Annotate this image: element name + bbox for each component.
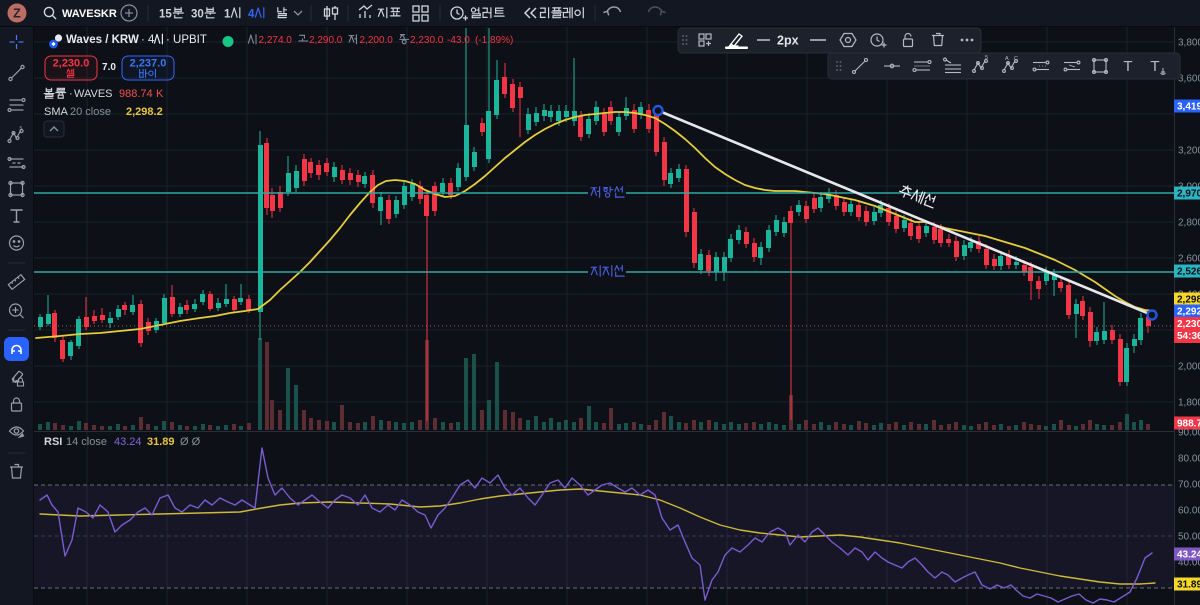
svg-text:50.00: 50.00 bbox=[1178, 532, 1200, 543]
svg-text:3,800: 3,800 bbox=[1178, 38, 1200, 49]
svg-text:K: K bbox=[156, 88, 164, 100]
svg-text:2,298: 2,298 bbox=[1177, 295, 1200, 306]
svg-text:2,000: 2,000 bbox=[1178, 362, 1200, 373]
svg-text:2,230.0: 2,230.0 bbox=[53, 58, 90, 70]
svg-text:Waves / KRW: Waves / KRW bbox=[66, 34, 139, 46]
svg-text:4: 4 bbox=[248, 9, 255, 21]
svg-text:31.89: 31.89 bbox=[147, 436, 175, 448]
svg-text:T: T bbox=[1150, 58, 1159, 75]
svg-text:2,292: 2,292 bbox=[1177, 307, 1200, 318]
svg-text:5: 5 bbox=[985, 55, 988, 61]
svg-text:RSI: RSI bbox=[44, 436, 62, 448]
svg-text:20 close: 20 close bbox=[70, 106, 111, 118]
svg-text:· UPBIT: · UPBIT bbox=[166, 34, 207, 46]
svg-text:2,298.2: 2,298.2 bbox=[126, 106, 163, 118]
svg-text:Ø Ø: Ø Ø bbox=[180, 436, 201, 448]
svg-text:2,526: 2,526 bbox=[1177, 267, 1200, 278]
svg-text:54:36: 54:36 bbox=[1177, 331, 1200, 342]
svg-text:WAVESKR: WAVESKR bbox=[62, 8, 117, 20]
svg-text:14 close: 14 close bbox=[66, 436, 107, 448]
svg-text:90.00: 90.00 bbox=[1178, 428, 1200, 439]
svg-text:2,970: 2,970 bbox=[1177, 189, 1200, 200]
svg-text:70.00: 70.00 bbox=[1178, 480, 1200, 491]
svg-text:15: 15 bbox=[159, 9, 172, 21]
svg-text:988.7: 988.7 bbox=[1177, 419, 1200, 430]
svg-text:SMA: SMA bbox=[44, 106, 69, 118]
svg-text:2,200.0: 2,200.0 bbox=[360, 35, 394, 46]
svg-text:2,230: 2,230 bbox=[1177, 319, 1200, 330]
svg-text:1: 1 bbox=[224, 9, 231, 21]
svg-text:2,274.0: 2,274.0 bbox=[259, 35, 293, 46]
svg-text:3,600: 3,600 bbox=[1178, 74, 1200, 85]
svg-text:T: T bbox=[1123, 58, 1132, 75]
svg-text:43.24: 43.24 bbox=[114, 436, 142, 448]
svg-text:C: C bbox=[1014, 56, 1018, 62]
svg-text:30: 30 bbox=[191, 9, 204, 21]
svg-text:3,200: 3,200 bbox=[1178, 146, 1200, 157]
svg-text:A: A bbox=[1005, 56, 1009, 62]
svg-text:988.74: 988.74 bbox=[119, 88, 153, 100]
svg-text:2,230.0: 2,230.0 bbox=[410, 35, 444, 46]
svg-text:43.24: 43.24 bbox=[1177, 550, 1200, 561]
svg-text:2,290.0: 2,290.0 bbox=[309, 35, 343, 46]
svg-text:31.89: 31.89 bbox=[1177, 580, 1200, 591]
svg-text:(-1.89%): (-1.89%) bbox=[475, 35, 513, 46]
svg-text:7.0: 7.0 bbox=[102, 62, 116, 73]
svg-text:40.00: 40.00 bbox=[1178, 558, 1200, 569]
svg-text:2,600: 2,600 bbox=[1178, 254, 1200, 265]
svg-text:· 4: · 4 bbox=[141, 34, 155, 46]
svg-text:·: · bbox=[69, 88, 73, 100]
svg-text:-43.0: -43.0 bbox=[447, 35, 470, 46]
svg-text:1,800: 1,800 bbox=[1178, 398, 1200, 409]
svg-text:WAVES: WAVES bbox=[74, 88, 113, 100]
svg-text:5: 5 bbox=[20, 126, 23, 132]
svg-text:Z: Z bbox=[13, 7, 21, 21]
svg-text:60.00: 60.00 bbox=[1178, 506, 1200, 517]
svg-text:2,800: 2,800 bbox=[1178, 218, 1200, 229]
svg-text:80.00: 80.00 bbox=[1178, 454, 1200, 465]
svg-text:2,237.0: 2,237.0 bbox=[130, 58, 167, 70]
svg-text:3,419: 3,419 bbox=[1177, 102, 1200, 113]
svg-text:2px: 2px bbox=[777, 34, 799, 48]
